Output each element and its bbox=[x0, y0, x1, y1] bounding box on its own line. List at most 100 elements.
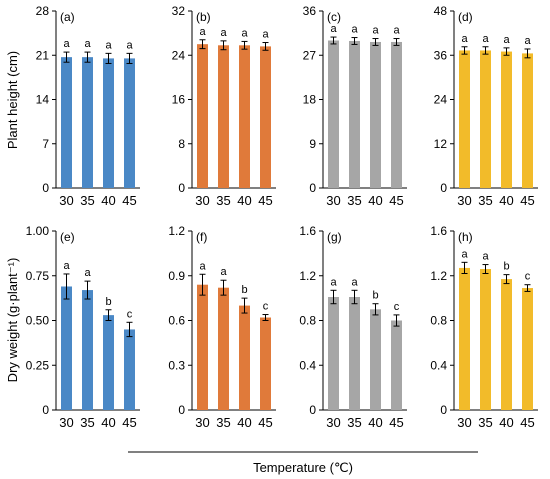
bar bbox=[218, 287, 229, 410]
y-tick-label: 24 bbox=[434, 93, 448, 107]
panel-label: (a) bbox=[60, 10, 75, 24]
y-tick-label: 8 bbox=[178, 137, 185, 151]
panel-b: 0 8 16 24 32 (b) a 30 a 35 a 40 a 45 bbox=[172, 4, 276, 208]
significance-letter: a bbox=[351, 276, 358, 288]
bar bbox=[501, 51, 512, 188]
bar bbox=[459, 267, 470, 410]
significance-letter: c bbox=[127, 308, 133, 320]
significance-letter: a bbox=[461, 33, 468, 45]
y-tick-label: 1.6 bbox=[299, 224, 316, 238]
significance-letter: a bbox=[262, 29, 269, 41]
y-tick-label: 1.2 bbox=[168, 224, 185, 238]
x-tick-label: 30 bbox=[195, 193, 209, 208]
bar bbox=[260, 46, 271, 189]
y-tick-label: 16 bbox=[172, 93, 186, 107]
y-tick-label: 0.8 bbox=[430, 314, 447, 328]
panel-g: 0 0.4 0.8 1.2 1.6 (g) a 30 a 35 b 40 c 45 bbox=[299, 224, 407, 430]
significance-letter: b bbox=[241, 284, 247, 296]
panel-h: 0 0.4 0.8 1.2 1.6 (h) a 30 a 35 b 40 c 45 bbox=[430, 224, 538, 430]
significance-letter: a bbox=[220, 266, 227, 278]
y-tick-label: 24 bbox=[172, 48, 186, 62]
y-tick-label: 21 bbox=[36, 48, 50, 62]
x-tick-label: 40 bbox=[237, 193, 251, 208]
significance-letter: c bbox=[394, 301, 400, 313]
bar bbox=[349, 297, 360, 410]
x-tick-label: 45 bbox=[520, 415, 534, 430]
significance-letter: a bbox=[199, 26, 206, 38]
bar bbox=[197, 44, 208, 188]
bar bbox=[328, 297, 339, 410]
bar bbox=[82, 290, 93, 410]
bar bbox=[391, 320, 402, 410]
significance-letter: a bbox=[372, 25, 379, 37]
y-tick-label: 27 bbox=[303, 48, 317, 62]
y-tick-label: 36 bbox=[303, 4, 317, 18]
bar bbox=[522, 288, 533, 410]
x-tick-label: 45 bbox=[520, 193, 534, 208]
significance-letter: a bbox=[105, 39, 112, 51]
bar bbox=[124, 58, 135, 189]
x-tick-label: 45 bbox=[258, 193, 272, 208]
x-tick-label: 30 bbox=[457, 193, 471, 208]
y-tick-label: 0.6 bbox=[168, 314, 185, 328]
x-tick-label: 40 bbox=[101, 193, 115, 208]
significance-letter: a bbox=[330, 276, 337, 288]
panels: 0 7 14 21 28 (a) a 30 a 35 a 40 a 45 0 8 16 24 32 (b) a 30 a 35… bbox=[26, 4, 538, 430]
y-tick-label: 0 bbox=[42, 403, 49, 417]
significance-letter: b bbox=[105, 296, 111, 308]
significance-letter: c bbox=[525, 271, 531, 283]
bar bbox=[239, 45, 250, 189]
x-tick-label: 45 bbox=[389, 193, 403, 208]
y-tick-label: 9 bbox=[309, 137, 316, 151]
y-tick-label: 32 bbox=[172, 4, 186, 18]
y-tick-label: 0.8 bbox=[299, 314, 316, 328]
significance-letter: a bbox=[63, 38, 70, 50]
bar bbox=[103, 58, 114, 189]
xlabel-temperature: Temperature (℃) bbox=[253, 460, 353, 475]
y-tick-label: 0.50 bbox=[26, 314, 50, 328]
significance-letter: a bbox=[482, 251, 489, 263]
y-tick-label: 0 bbox=[309, 403, 316, 417]
significance-letter: a bbox=[524, 35, 531, 47]
significance-letter: c bbox=[263, 301, 269, 313]
bar bbox=[328, 40, 339, 188]
bar bbox=[370, 309, 381, 410]
significance-letter: a bbox=[199, 260, 206, 272]
significance-letter: a bbox=[220, 27, 227, 39]
panel-d: 0 12 24 36 48 (d) a 30 a 35 a 40 a 45 bbox=[434, 4, 538, 208]
y-tick-label: 0.4 bbox=[430, 358, 447, 372]
bar bbox=[61, 57, 72, 189]
bar bbox=[82, 57, 93, 189]
x-tick-label: 35 bbox=[216, 415, 230, 430]
x-tick-label: 35 bbox=[80, 193, 94, 208]
x-tick-label: 40 bbox=[237, 415, 251, 430]
x-tick-label: 30 bbox=[457, 415, 471, 430]
x-tick-label: 35 bbox=[478, 193, 492, 208]
panel-a: 0 7 14 21 28 (a) a 30 a 35 a 40 a 45 bbox=[36, 4, 140, 208]
ylabel-dry-weight: Dry weight (g·plant⁻¹) bbox=[5, 258, 20, 383]
significance-letter: a bbox=[503, 34, 510, 46]
y-tick-label: 28 bbox=[36, 4, 50, 18]
significance-letter: a bbox=[84, 267, 91, 279]
y-tick-label: 0 bbox=[42, 181, 49, 195]
x-tick-label: 35 bbox=[216, 193, 230, 208]
y-tick-label: 0 bbox=[178, 181, 185, 195]
y-tick-label: 0 bbox=[309, 181, 316, 195]
panel-label: (h) bbox=[458, 230, 473, 244]
y-tick-label: 14 bbox=[36, 93, 50, 107]
significance-letter: a bbox=[241, 27, 248, 39]
significance-letter: a bbox=[393, 25, 400, 37]
y-tick-label: 18 bbox=[303, 93, 317, 107]
x-tick-label: 40 bbox=[101, 415, 115, 430]
x-tick-label: 45 bbox=[122, 415, 136, 430]
x-tick-label: 40 bbox=[368, 193, 382, 208]
significance-letter: a bbox=[461, 248, 468, 260]
significance-letter: b bbox=[372, 290, 378, 302]
y-tick-label: 7 bbox=[42, 137, 49, 151]
significance-letter: a bbox=[351, 24, 358, 36]
y-tick-label: 0 bbox=[440, 181, 447, 195]
x-tick-label: 45 bbox=[122, 193, 136, 208]
bar bbox=[260, 317, 271, 410]
y-tick-label: 0.25 bbox=[26, 358, 50, 372]
y-tick-label: 0.9 bbox=[168, 269, 185, 283]
